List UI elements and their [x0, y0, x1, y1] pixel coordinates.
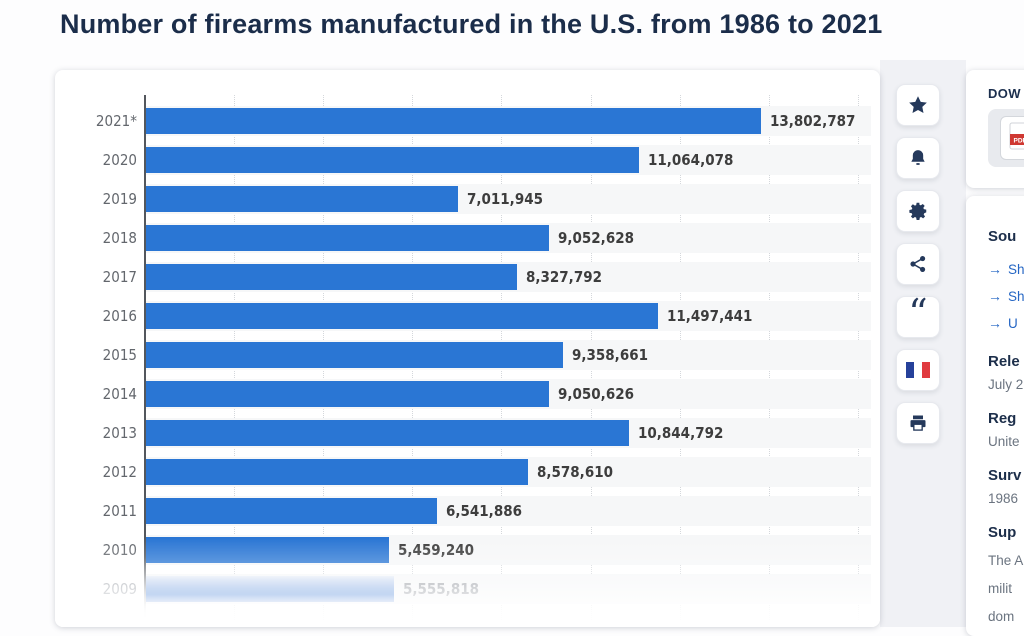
- value-label: 11,064,078: [648, 147, 733, 173]
- bell-icon: [908, 147, 928, 169]
- category-label: 2010: [61, 537, 137, 563]
- bar-2020[interactable]: [146, 147, 639, 173]
- source-link[interactable]: →Sh: [988, 256, 1024, 283]
- survey-period-value: 1986: [988, 490, 1024, 508]
- value-label: 8,327,792: [526, 264, 602, 290]
- star-icon: [907, 94, 929, 116]
- favorite-button[interactable]: [896, 84, 940, 126]
- value-label: 7,011,945: [467, 186, 543, 212]
- supplementary-note-line: milit: [988, 575, 1024, 603]
- category-label: 2018: [61, 225, 137, 251]
- source-link-label: U: [1008, 310, 1018, 337]
- notifications-button[interactable]: [896, 137, 940, 179]
- value-label: 11,497,441: [667, 303, 752, 329]
- value-label: 9,358,661: [572, 342, 648, 368]
- gear-icon: [907, 200, 929, 222]
- value-label: 9,050,626: [558, 381, 634, 407]
- bar-2021[interactable]: [146, 108, 761, 134]
- download-options-box: PDF: [988, 109, 1024, 167]
- category-label: 2019: [61, 186, 137, 212]
- value-label: 5,555,818: [403, 576, 479, 602]
- category-label: 2011: [61, 498, 137, 524]
- source-link[interactable]: →U: [988, 310, 1024, 337]
- category-label: 2009: [61, 576, 137, 602]
- quote-icon: “: [908, 308, 927, 326]
- supplementary-notes-heading: Sup: [988, 524, 1024, 542]
- download-pdf-button[interactable]: PDF: [1000, 116, 1024, 160]
- download-heading: DOW: [988, 86, 1024, 101]
- region-heading: Reg: [988, 410, 1024, 428]
- value-label: 13,802,787: [770, 108, 855, 134]
- category-label: 2016: [61, 303, 137, 329]
- y-axis-line: [144, 95, 146, 620]
- arrow-icon: →: [988, 256, 1002, 283]
- category-label: 2020: [61, 147, 137, 173]
- bar-2012[interactable]: [146, 459, 528, 485]
- chart-card: 2021* 13,802,787 2020 11,064,078 2019 7,011,9…: [55, 70, 880, 627]
- download-card: DOW PDF: [966, 70, 1024, 188]
- printer-icon: [908, 413, 928, 433]
- details-card: Sou →Sh→Sh→U Rele July 2 Reg Unite Surv …: [966, 196, 1024, 636]
- source-links: →Sh→Sh→U: [988, 256, 1024, 337]
- bar-2011[interactable]: [146, 498, 437, 524]
- print-button[interactable]: [896, 402, 940, 444]
- value-label: 10,844,792: [638, 420, 723, 446]
- share-icon: [908, 254, 928, 274]
- region-value: Unite: [988, 433, 1024, 451]
- bar-2018[interactable]: [146, 225, 549, 251]
- bar-2016[interactable]: [146, 303, 658, 329]
- share-button[interactable]: [896, 243, 940, 285]
- category-label: 2015: [61, 342, 137, 368]
- svg-text:PDF: PDF: [1014, 137, 1024, 144]
- category-label: 2014: [61, 381, 137, 407]
- bar-2014[interactable]: [146, 381, 549, 407]
- value-label: 5,459,240: [398, 537, 474, 563]
- release-date-heading: Rele: [988, 353, 1024, 371]
- arrow-icon: →: [988, 283, 1002, 310]
- pdf-file-icon: PDF: [1009, 122, 1024, 155]
- bar-2010[interactable]: [146, 537, 389, 563]
- source-link[interactable]: →Sh: [988, 283, 1024, 310]
- value-label: 9,052,628: [558, 225, 634, 251]
- french-flag-icon: [906, 362, 930, 378]
- survey-period-heading: Surv: [988, 467, 1024, 485]
- bar-2009[interactable]: [146, 576, 394, 602]
- value-label: 8,578,610: [537, 459, 613, 485]
- bar-2017[interactable]: [146, 264, 517, 290]
- page-title: Number of firearms manufactured in the U…: [60, 9, 1020, 40]
- category-label: 2012: [61, 459, 137, 485]
- settings-button[interactable]: [896, 190, 940, 232]
- bar-2019[interactable]: [146, 186, 458, 212]
- category-label: 2017: [61, 264, 137, 290]
- release-date-value: July 2: [988, 376, 1024, 394]
- category-label: 2021*: [61, 108, 137, 134]
- bar-2013[interactable]: [146, 420, 629, 446]
- supplementary-note-line: The A: [988, 547, 1024, 575]
- source-link-label: Sh: [1008, 256, 1024, 283]
- source-link-label: Sh: [1008, 283, 1024, 310]
- value-label: 6,541,886: [446, 498, 522, 524]
- category-label: 2013: [61, 420, 137, 446]
- arrow-icon: →: [988, 310, 1002, 337]
- language-button[interactable]: [896, 349, 940, 391]
- sources-heading: Sou: [988, 228, 1024, 246]
- cite-button[interactable]: “: [896, 296, 940, 338]
- bar-2015[interactable]: [146, 342, 563, 368]
